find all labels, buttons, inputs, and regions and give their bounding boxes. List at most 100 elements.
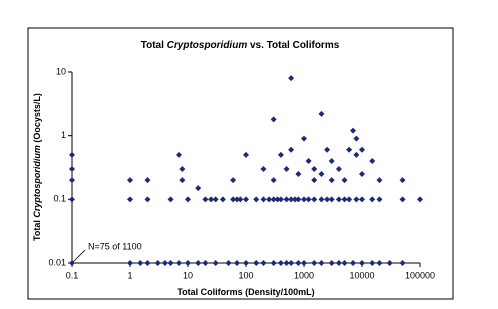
point	[127, 260, 133, 266]
point	[202, 260, 209, 266]
x-tick-label: 1000	[294, 270, 314, 280]
point	[283, 165, 290, 172]
point	[260, 196, 267, 203]
point	[350, 127, 357, 134]
point	[144, 260, 151, 266]
x-axis-label: Total Coliforms (Density/100mL)	[177, 287, 314, 297]
point	[399, 260, 406, 266]
point	[335, 260, 342, 266]
point	[369, 158, 376, 165]
point	[295, 170, 302, 177]
point	[359, 146, 365, 153]
point	[185, 196, 191, 203]
point	[179, 165, 186, 172]
point	[230, 177, 237, 184]
chart-title: Total Cryptosporidium vs. Total Coliform…	[141, 40, 340, 51]
point	[353, 196, 360, 203]
point	[144, 196, 151, 203]
point	[219, 196, 226, 203]
point	[260, 260, 267, 266]
point	[335, 165, 342, 172]
point	[350, 260, 357, 266]
point	[301, 196, 307, 203]
point	[346, 146, 353, 153]
point	[335, 196, 342, 203]
point	[176, 260, 183, 266]
chart-title-part: Total	[141, 40, 167, 51]
point	[69, 151, 75, 158]
point	[324, 196, 331, 203]
x-tick-label: 0.1	[66, 270, 79, 280]
point	[369, 196, 376, 203]
y-tick-label: 0.1	[53, 194, 66, 204]
x-axis-label-part: Total Coliforms (Density/100mL)	[177, 287, 314, 297]
point	[386, 260, 393, 266]
point	[212, 196, 219, 203]
point	[288, 146, 295, 153]
point	[318, 196, 325, 203]
point	[376, 196, 383, 203]
point	[311, 177, 318, 184]
point	[399, 177, 406, 184]
point	[328, 158, 335, 165]
point	[195, 185, 202, 192]
point	[274, 196, 281, 203]
y-tick-label: 10	[56, 66, 66, 76]
chart-title-part: Cryptosporidium	[167, 40, 248, 51]
point	[69, 196, 75, 203]
point	[277, 196, 284, 203]
point	[341, 260, 348, 266]
point	[208, 196, 215, 203]
point	[301, 135, 307, 142]
point	[311, 260, 318, 266]
point	[202, 196, 209, 203]
point	[359, 260, 365, 266]
chart-title-part: vs. Total Coliforms	[247, 40, 339, 51]
point	[288, 75, 295, 82]
x-tick-label: 100	[238, 270, 253, 280]
point	[305, 196, 312, 203]
point	[167, 196, 174, 203]
point	[234, 196, 241, 203]
point	[283, 260, 290, 266]
point	[295, 196, 302, 203]
point	[69, 177, 75, 184]
point	[353, 135, 360, 142]
point	[270, 196, 277, 203]
point	[324, 146, 331, 153]
chart-frame	[27, 27, 454, 300]
point	[353, 151, 360, 158]
y-axis-label-part: Total	[32, 218, 42, 241]
y-axis-label-part: Cryptosporidium	[32, 145, 42, 218]
point	[270, 116, 277, 123]
point	[318, 170, 325, 177]
point	[318, 260, 325, 266]
point	[328, 177, 335, 184]
point	[137, 260, 144, 266]
point	[260, 165, 267, 172]
x-tick-label: 1	[127, 270, 132, 280]
point	[399, 196, 406, 203]
point	[283, 196, 290, 203]
annotation: N=75 of 1100	[88, 241, 142, 251]
point	[230, 196, 237, 203]
point	[270, 177, 277, 184]
y-tick-label: 0.01	[48, 257, 66, 267]
point	[305, 158, 312, 165]
point	[212, 260, 219, 266]
point	[225, 260, 232, 266]
point	[243, 151, 249, 158]
point	[179, 177, 186, 184]
point	[253, 260, 260, 266]
point	[253, 196, 260, 203]
point	[341, 177, 348, 184]
x-tick-label: 100000	[405, 270, 435, 280]
point	[346, 196, 353, 203]
point	[341, 196, 348, 203]
point	[154, 260, 161, 266]
point	[127, 196, 133, 203]
point	[127, 177, 133, 184]
point	[185, 260, 191, 266]
